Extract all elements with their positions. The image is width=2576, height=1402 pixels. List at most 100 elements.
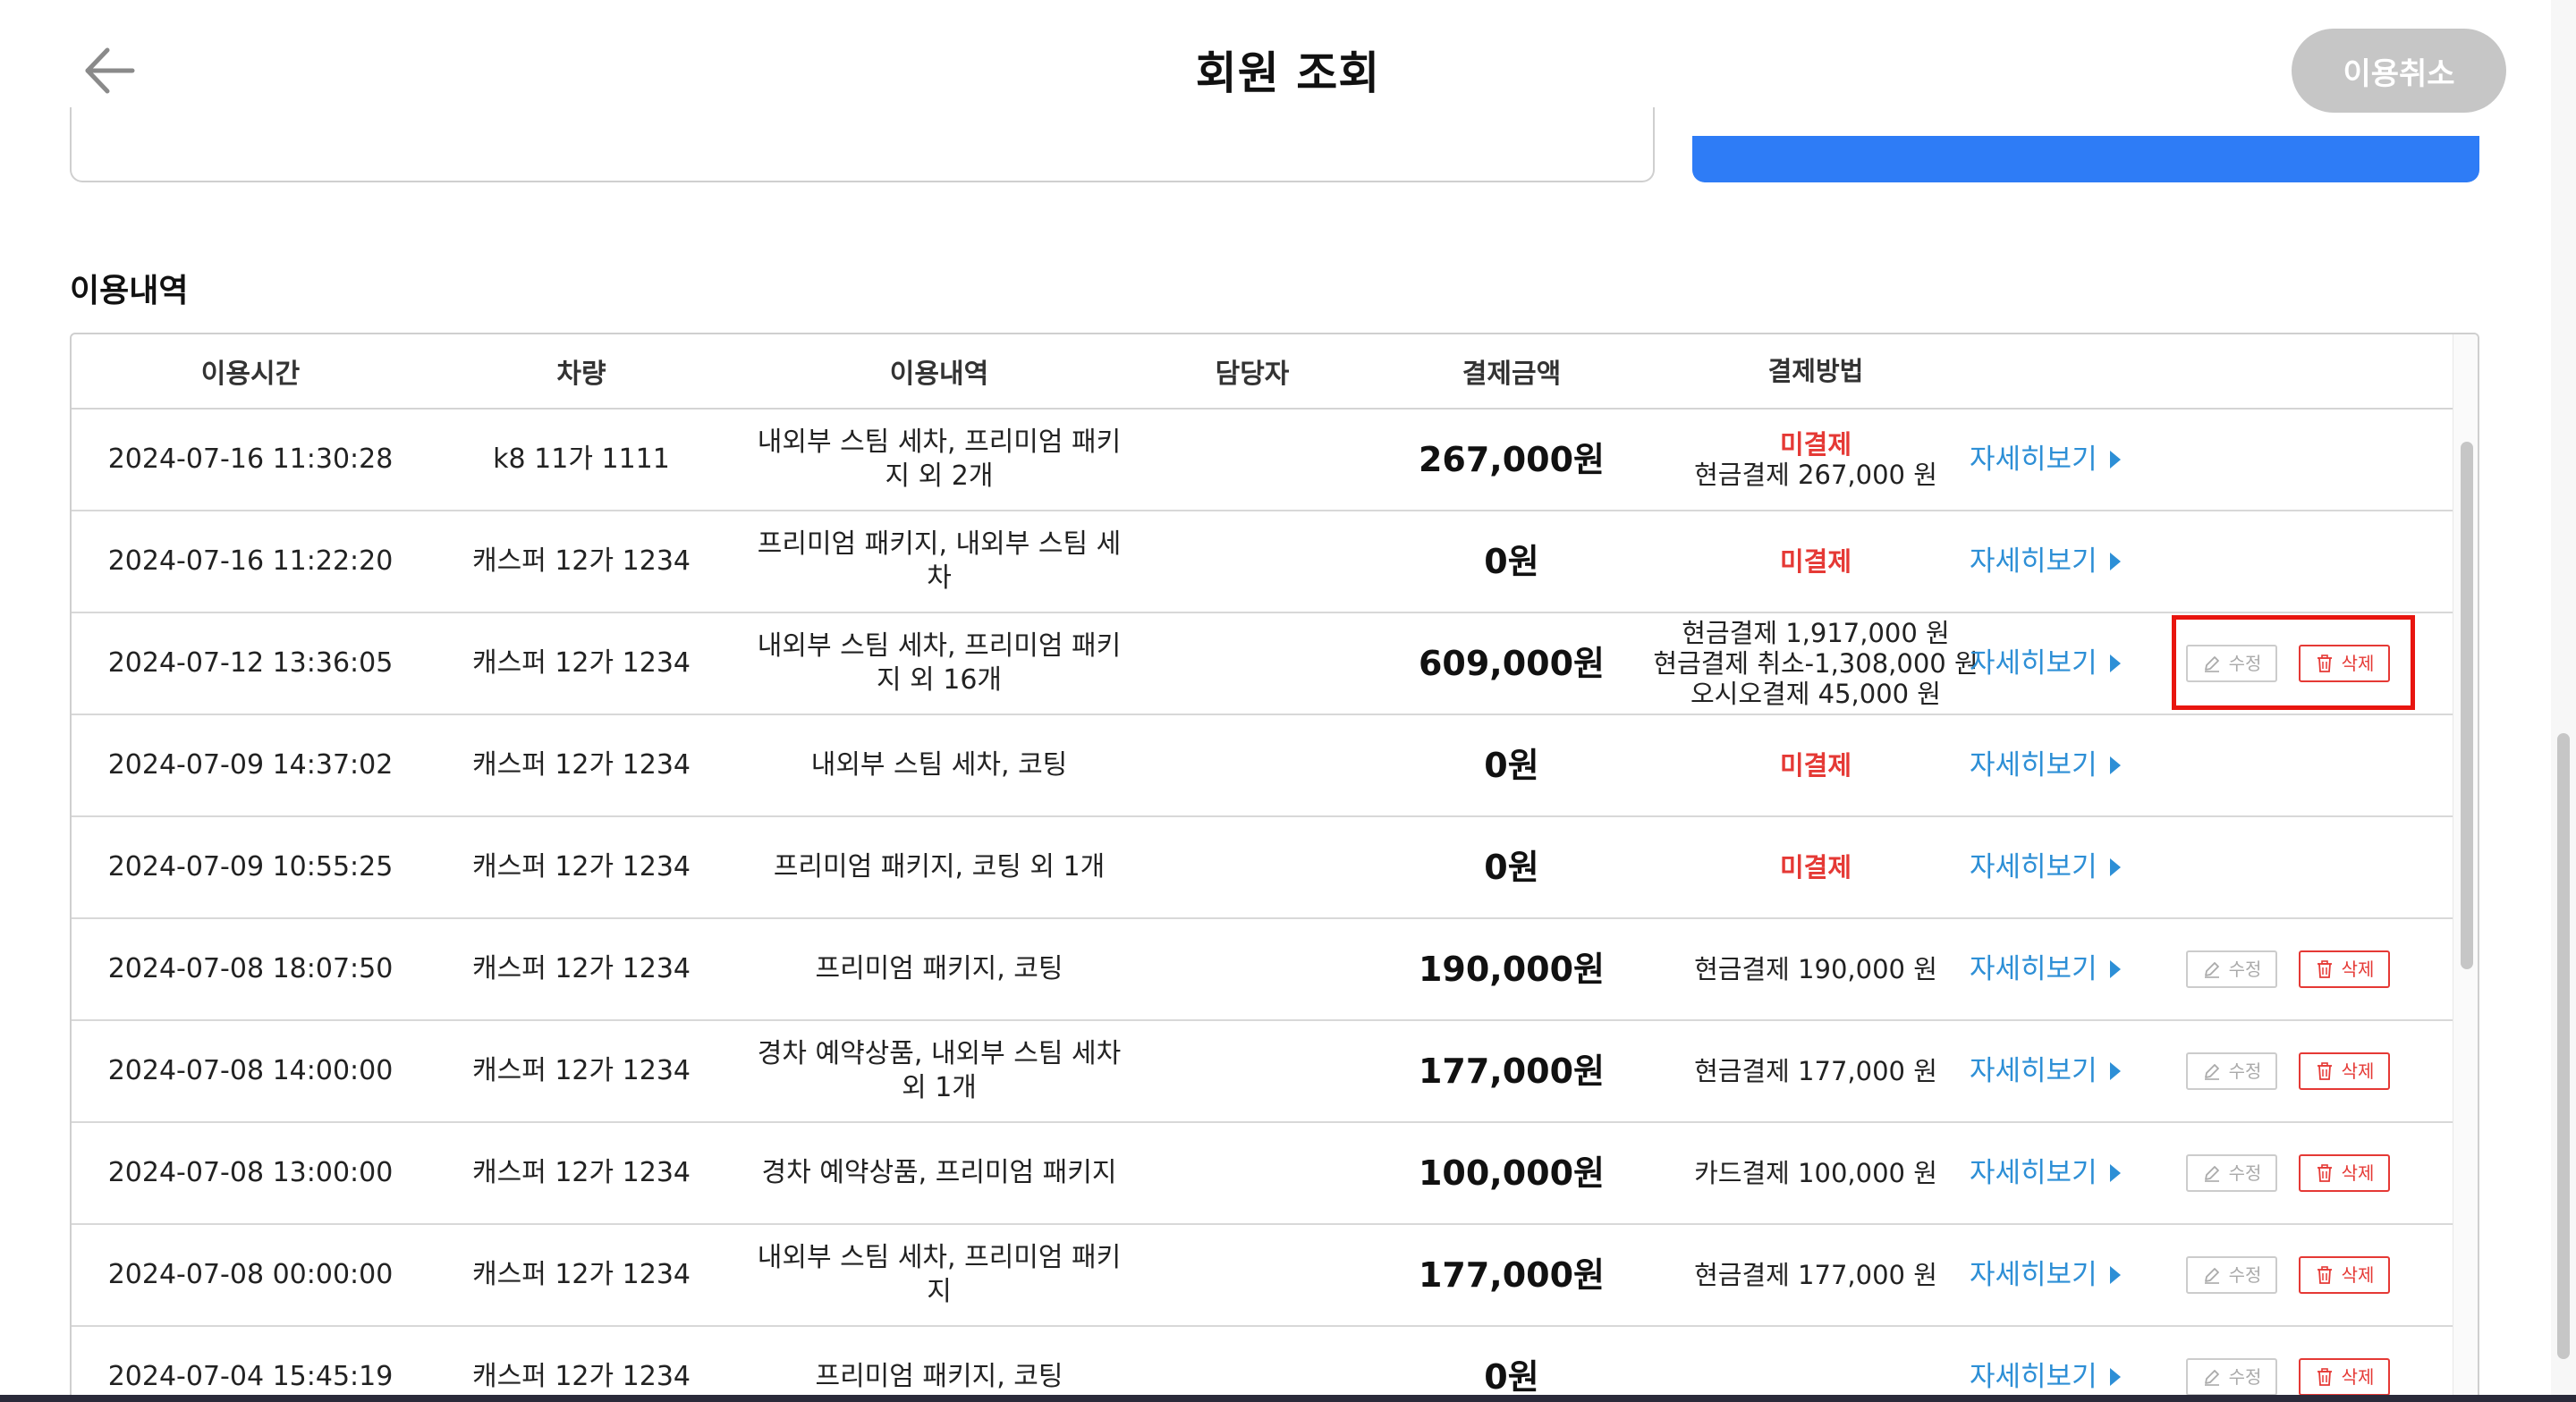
cell-method: 현금결제 177,000 원 [1664,1056,1968,1086]
cell-items: 내외부 스팀 세차, 프리미엄 패키지 [757,1242,1122,1307]
cell-items: 프리미엄 패키지, 코팅 [815,953,1063,984]
unpaid-label: 미결제 [1779,750,1852,781]
detail-link-label: 자세히보기 [1970,851,2097,883]
header-actions-empty [2174,334,2453,408]
table-row: 2024-07-09 10:55:25 캐스퍼 12가 1234 프리미엄 패키지,… [72,817,2453,919]
cell-time: 2024-07-04 15:45:19 [107,1361,394,1392]
detail-link[interactable]: 자세히보기 [1968,952,2174,986]
cell-items: 내외부 스팀 세차, 프리미엄 패키지 외 2개 [757,427,1122,492]
edit-label: 수정 [2228,1060,2262,1082]
payment-line: 현금결제 267,000 원 [1694,460,1937,490]
edit-button[interactable]: 수정 [2186,1154,2277,1192]
header-time: 이용시간 [200,359,301,390]
header-car: 차량 [556,359,606,390]
detail-link-label: 자세히보기 [1970,443,2097,476]
detail-link-label: 자세히보기 [1970,1361,2097,1393]
cell-amount: 100,000원 [1418,1153,1606,1193]
delete-label: 삭제 [2341,653,2375,674]
delete-button[interactable]: 삭제 [2299,1052,2390,1090]
triangle-right-icon [2109,1266,2121,1284]
detail-link[interactable]: 자세히보기 [1968,1054,2174,1088]
trash-icon [2317,960,2332,978]
trash-icon [2317,1164,2332,1182]
edit-label: 수정 [2228,959,2262,980]
triangle-right-icon [2109,756,2121,774]
detail-link[interactable]: 자세히보기 [1968,443,2174,477]
cell-time: 2024-07-08 18:07:50 [107,953,394,984]
payment-line: 현금결제 1,917,000 원 [1682,618,1950,648]
row-actions: 수정 삭제 [2174,1052,2453,1090]
cell-amount: 190,000원 [1418,950,1606,989]
cell-method: 미결제 [1664,852,1968,883]
edit-button[interactable]: 수정 [2186,645,2277,682]
pencil-icon [2204,656,2219,672]
delete-button[interactable]: 삭제 [2299,645,2390,682]
cell-items: 프리미엄 패키지, 코팅 외 1개 [773,851,1106,883]
table-scrollbar-thumb[interactable] [2461,442,2473,969]
header-staff: 담당자 [1215,359,1290,390]
triangle-right-icon [2109,451,2121,469]
cancel-use-button[interactable]: 이용취소 [2292,29,2506,113]
delete-label: 삭제 [2341,1264,2375,1286]
search-input-field[interactable] [70,107,1655,182]
cell-items: 프리미엄 패키지, 내외부 스팀 세차 [757,528,1122,594]
page-scrollbar-thumb[interactable] [2557,733,2570,1359]
detail-link[interactable]: 자세히보기 [1968,1156,2174,1190]
trash-icon [2317,1368,2332,1386]
back-button[interactable] [82,43,138,98]
delete-label: 삭제 [2341,1060,2375,1082]
edit-button[interactable]: 수정 [2186,1052,2277,1090]
triangle-right-icon [2109,1164,2121,1182]
cell-method: 현금결제 1,917,000 원 현금결제 취소-1,308,000 원 오시오결제… [1653,618,1978,709]
detail-link[interactable]: 자세히보기 [1968,850,2174,884]
payment-line: 카드결제 100,000 원 [1694,1158,1937,1188]
cell-amount: 609,000원 [1418,644,1606,683]
unpaid-label: 미결제 [1779,429,1852,460]
table-row: 2024-07-04 15:45:19 캐스퍼 12가 1234 프리미엄 패키지,… [72,1327,2453,1402]
pencil-icon [2204,1064,2219,1080]
delete-button[interactable]: 삭제 [2299,1154,2390,1192]
cell-method: 미결제 [1664,750,1968,781]
cell-car: 캐스퍼 12가 1234 [472,647,691,679]
search-submit-button[interactable] [1692,136,2479,182]
detail-link[interactable]: 자세히보기 [1968,1258,2174,1292]
trash-icon [2317,655,2332,672]
detail-link[interactable]: 자세히보기 [1968,1360,2174,1394]
page-scrollbar[interactable] [2551,0,2576,1402]
cell-time: 2024-07-08 00:00:00 [107,1259,394,1290]
table-row: 2024-07-12 13:36:05 캐스퍼 12가 1234 내외부 스팀 세차… [72,613,2453,715]
table-header-row: 이용시간 차량 이용내역 담당자 결제금액 결제방법 [72,334,2453,410]
row-actions: 수정 삭제 [2174,950,2453,988]
usage-history-table: 이용시간 차량 이용내역 담당자 결제금액 결제방법 2024-07-16 11… [70,333,2479,1402]
cell-amount: 267,000원 [1418,440,1606,479]
edit-button[interactable]: 수정 [2186,950,2277,988]
cell-car: 캐스퍼 12가 1234 [472,1157,691,1188]
triangle-right-icon [2109,1368,2121,1386]
delete-button[interactable]: 삭제 [2299,950,2390,988]
edit-label: 수정 [2228,1366,2262,1388]
cell-method: 미결제 현금결제 267,000 원 [1664,429,1968,490]
trash-icon [2317,1062,2332,1080]
unpaid-label: 미결제 [1779,546,1852,577]
detail-link[interactable]: 자세히보기 [1968,646,2174,680]
edit-button[interactable]: 수정 [2186,1358,2277,1396]
table-scrollbar[interactable] [2453,334,2478,1402]
triangle-right-icon [2109,858,2121,876]
detail-link[interactable]: 자세히보기 [1968,545,2174,579]
triangle-right-icon [2109,553,2121,570]
table-row: 2024-07-16 11:22:20 캐스퍼 12가 1234 프리미엄 패키지,… [72,511,2453,613]
cell-car: k8 11가 1111 [493,443,670,475]
detail-link[interactable]: 자세히보기 [1968,748,2174,782]
pencil-icon [2204,962,2219,978]
delete-button[interactable]: 삭제 [2299,1358,2390,1396]
cell-method: 현금결제 190,000 원 [1664,954,1968,984]
edit-button[interactable]: 수정 [2186,1256,2277,1294]
cell-method: 카드결제 100,000 원 [1664,1158,1968,1188]
delete-button[interactable]: 삭제 [2299,1256,2390,1294]
cell-time: 2024-07-09 14:37:02 [107,749,394,781]
unpaid-label: 미결제 [1779,852,1852,883]
cell-method: 현금결제 177,000 원 [1664,1260,1968,1290]
pencil-icon [2204,1268,2219,1284]
row-actions: 수정 삭제 [2174,1358,2453,1396]
trash-icon [2317,1266,2332,1284]
